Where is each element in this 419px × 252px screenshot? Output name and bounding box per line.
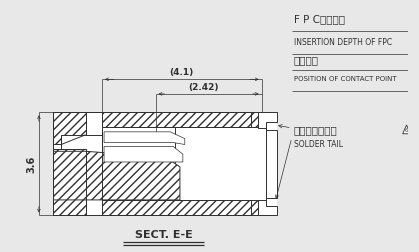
Polygon shape	[54, 151, 180, 200]
Bar	[251, 112, 258, 127]
Bar	[102, 127, 175, 200]
Polygon shape	[417, 125, 419, 134]
Text: (4.1): (4.1)	[170, 68, 194, 77]
Polygon shape	[104, 146, 183, 162]
Text: 接点位置: 接点位置	[294, 55, 319, 65]
Text: (2.42): (2.42)	[189, 83, 219, 91]
Text: INSERTION DEPTH OF FPC: INSERTION DEPTH OF FPC	[294, 38, 392, 47]
Text: SECT. E-E: SECT. E-E	[134, 230, 192, 240]
Polygon shape	[54, 149, 85, 215]
Text: 6: 6	[405, 128, 408, 133]
Text: SOLDER TAIL: SOLDER TAIL	[294, 140, 343, 149]
Polygon shape	[258, 112, 277, 215]
Text: 3.6: 3.6	[26, 155, 36, 173]
Bar	[251, 200, 258, 215]
Text: POSITION OF CONTACT POINT: POSITION OF CONTACT POINT	[294, 76, 396, 82]
Polygon shape	[54, 112, 85, 144]
Bar	[54, 112, 277, 215]
Polygon shape	[85, 112, 102, 135]
Text: F P C挿入深さ: F P C挿入深さ	[294, 14, 345, 24]
Bar	[102, 127, 251, 200]
Polygon shape	[54, 144, 61, 149]
Bar	[102, 112, 251, 127]
Text: ソルダーテール: ソルダーテール	[294, 125, 337, 135]
Polygon shape	[104, 132, 185, 144]
Polygon shape	[403, 125, 411, 134]
Bar	[102, 200, 251, 215]
